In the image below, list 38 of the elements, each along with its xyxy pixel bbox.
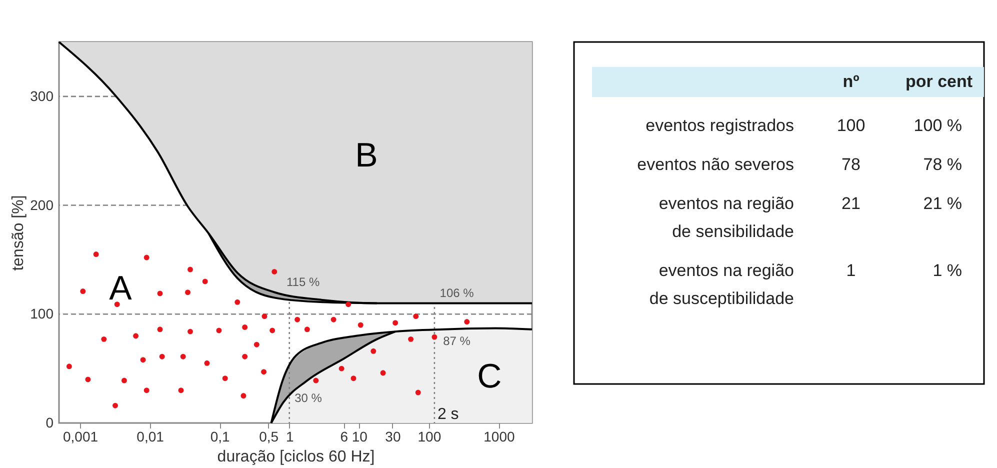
annotation: 115 % <box>286 275 320 290</box>
category-label: eventos na região de susceptibilidade <box>649 261 794 308</box>
y-tick-label: 300 <box>30 88 54 104</box>
data-label: 21 <box>842 194 860 213</box>
text: nº <box>842 72 860 91</box>
data-label: 21 % <box>923 194 962 213</box>
data-label: 100 <box>836 116 866 135</box>
ref-line-label: 2 s <box>437 406 459 423</box>
y-tick-label: 200 <box>30 196 54 213</box>
x-tick-label: 6 <box>340 428 348 444</box>
y-axis-title: tensão [%] <box>10 195 28 271</box>
x-axis-title: duração [ciclos 60 Hz] <box>217 448 375 466</box>
y-tick-label: 0 <box>46 414 54 430</box>
x-tick-label: 0,001 <box>62 428 98 444</box>
annotation: 106 % <box>440 286 474 300</box>
y-tick-label: 100 <box>30 306 54 322</box>
data-label: 100 % <box>914 116 962 135</box>
data-label: 1 <box>846 261 856 280</box>
x-tick-label: 0,1 <box>210 428 230 444</box>
data-label: 78 % <box>923 155 962 174</box>
x-tick-label: 10 <box>352 428 368 444</box>
annotation: C <box>477 357 502 396</box>
category-label: eventos na região de sensibilidade <box>658 194 794 241</box>
annotation: A <box>109 270 132 308</box>
annotation: 30 % <box>294 390 322 405</box>
text: por cent <box>905 72 973 91</box>
x-tick-label: 1000 <box>484 428 515 444</box>
x-tick-label: 100 <box>418 428 442 444</box>
category-label: eventos registrados <box>646 116 794 135</box>
data-label: 1 % <box>932 261 962 280</box>
annotation: 87 % <box>443 334 471 348</box>
x-tick-label: 30 <box>385 428 401 444</box>
category-label: eventos não severos <box>637 155 794 174</box>
x-tick-label: 0,5 <box>259 428 279 444</box>
x-tick-label: 0,01 <box>136 428 164 444</box>
annotation: B <box>355 136 378 174</box>
x-tick-label: 1 <box>286 428 294 444</box>
data-label: 78 <box>842 155 860 174</box>
